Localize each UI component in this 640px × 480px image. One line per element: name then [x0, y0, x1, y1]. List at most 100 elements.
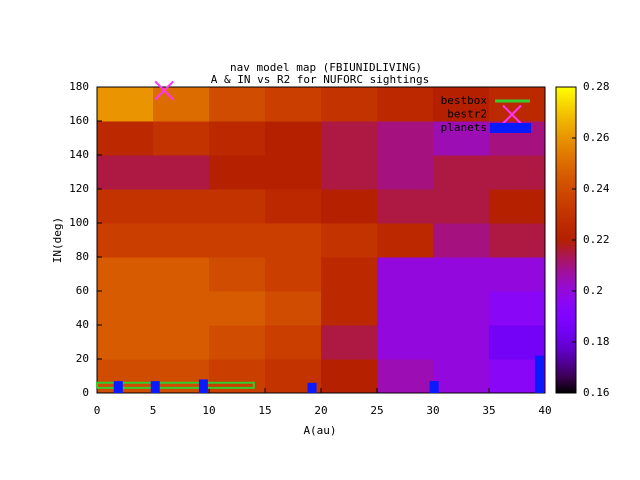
heat-cell — [321, 121, 378, 156]
heat-cell — [433, 189, 490, 224]
y-tick-label: 120 — [69, 182, 89, 195]
heat-cell — [209, 257, 266, 292]
legend-swatch — [490, 123, 531, 133]
heat-cell — [321, 257, 378, 292]
colorbar-tick-label: 0.16 — [583, 386, 610, 399]
heat-cell — [265, 87, 322, 122]
x-tick-label: 35 — [482, 404, 495, 417]
heat-cell — [489, 87, 546, 122]
heat-cell — [209, 155, 266, 190]
heat-cell — [153, 121, 210, 156]
heat-cell — [433, 121, 490, 156]
heat-cell — [265, 155, 322, 190]
y-tick-label: 140 — [69, 148, 89, 161]
heat-cell — [97, 189, 154, 224]
colorbar-tick-label: 0.18 — [583, 335, 610, 348]
heat-cell — [489, 291, 546, 326]
heat-cell — [265, 189, 322, 224]
heat-cell — [265, 291, 322, 326]
heat-cell — [153, 257, 210, 292]
heat-cell — [209, 121, 266, 156]
colorbar-tick-label: 0.2 — [583, 284, 603, 297]
x-tick-label: 25 — [370, 404, 383, 417]
heat-cell — [377, 155, 434, 190]
heat-cell — [153, 223, 210, 258]
colorbar-tick-label: 0.26 — [583, 131, 610, 144]
heat-cell — [377, 121, 434, 156]
heat-cell — [489, 325, 546, 360]
heat-cell — [265, 223, 322, 258]
heat-cell — [153, 325, 210, 360]
heat-cell — [321, 223, 378, 258]
heat-cell — [97, 121, 154, 156]
heat-cell — [433, 87, 490, 122]
legend-swatch — [502, 104, 522, 125]
heat-cell — [321, 87, 378, 122]
x-tick-label: 30 — [426, 404, 439, 417]
heat-cell — [377, 189, 434, 224]
y-tick-label: 180 — [69, 80, 89, 93]
x-tick-label: 0 — [94, 404, 101, 417]
heat-cell — [433, 223, 490, 258]
planet-bar — [150, 381, 160, 393]
heat-cell — [153, 155, 210, 190]
heat-cell — [489, 155, 546, 190]
heat-cell — [321, 155, 378, 190]
heat-cell — [321, 189, 378, 224]
y-tick-label: 0 — [82, 386, 89, 399]
x-tick-label: 10 — [202, 404, 215, 417]
heat-cell — [153, 291, 210, 326]
y-tick-label: 60 — [76, 284, 89, 297]
heat-cell — [97, 155, 154, 190]
heat-cell — [97, 223, 154, 258]
heat-cell — [153, 189, 210, 224]
y-tick-label: 20 — [76, 352, 89, 365]
heat-cell — [433, 257, 490, 292]
heat-cell — [209, 87, 266, 122]
heat-cell — [377, 223, 434, 258]
x-tick-label: 15 — [258, 404, 271, 417]
heat-cell — [321, 325, 378, 360]
planet-bar — [198, 379, 208, 393]
heat-cell — [377, 291, 434, 326]
planet-bar — [429, 381, 439, 393]
heat-cell — [209, 223, 266, 258]
heat-cell — [265, 325, 322, 360]
heat-cell — [209, 291, 266, 326]
chart-title: nav model map (FBIUNIDLIVING) — [230, 61, 422, 74]
heat-cell — [321, 359, 378, 394]
bestr2-marker — [154, 80, 174, 101]
y-axis-label: IN(deg) — [51, 217, 64, 263]
colorbar-tick-label: 0.28 — [583, 80, 610, 93]
legend-label: bestbox — [441, 94, 488, 107]
colorbar-tick-label: 0.24 — [583, 182, 610, 195]
heat-cell — [433, 155, 490, 190]
legend-label: planets — [441, 121, 487, 134]
heat-cell — [377, 257, 434, 292]
planet-bar — [534, 355, 544, 393]
heat-cell — [97, 325, 154, 360]
heat-cell — [433, 325, 490, 360]
planet-bar — [113, 381, 123, 393]
x-tick-label: 5 — [150, 404, 157, 417]
x-axis-label: A(au) — [303, 424, 336, 437]
y-tick-label: 160 — [69, 114, 89, 127]
heat-cell — [377, 359, 434, 394]
heat-cell — [97, 257, 154, 292]
heat-cell — [321, 291, 378, 326]
y-tick-label: 40 — [76, 318, 89, 331]
heat-cell — [265, 257, 322, 292]
x-tick-label: 40 — [538, 404, 551, 417]
x-tick-label: 20 — [314, 404, 327, 417]
heat-cell — [489, 189, 546, 224]
heat-cell — [209, 325, 266, 360]
heat-cell — [433, 291, 490, 326]
heat-cell — [97, 87, 154, 122]
heat-cell — [489, 257, 546, 292]
heat-cell — [265, 121, 322, 156]
chart-subtitle: A & IN vs R2 for NUFORC sightings — [211, 73, 430, 86]
y-tick-label: 100 — [69, 216, 89, 229]
y-tick-label: 80 — [76, 250, 89, 263]
colorbar-tick-label: 0.22 — [583, 233, 610, 246]
